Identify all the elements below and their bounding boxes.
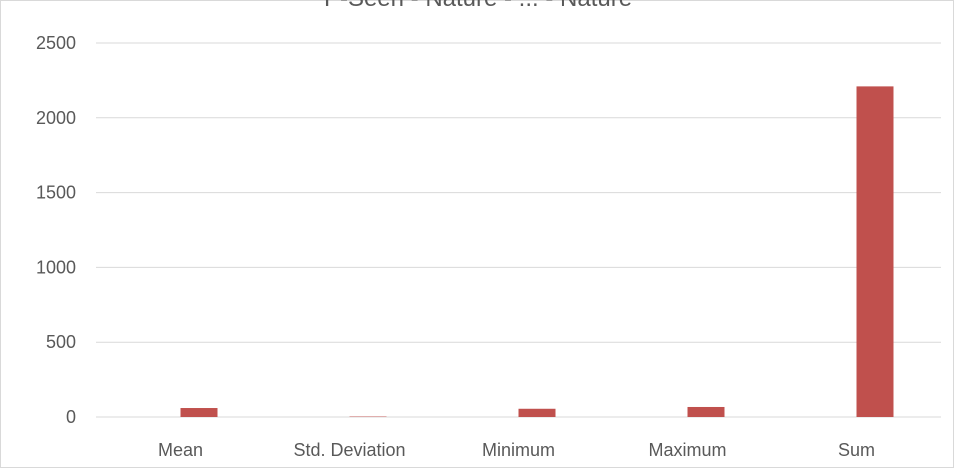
gridlines bbox=[96, 43, 941, 417]
y-axis-tick-labels: 0 500 1000 1500 2000 2500 bbox=[36, 33, 76, 427]
x-category-label: Sum bbox=[838, 440, 875, 460]
y-tick-label: 1500 bbox=[36, 183, 76, 203]
bar-mean-series-2 bbox=[181, 408, 218, 417]
bar-minimum-series-2 bbox=[519, 409, 556, 417]
y-tick-label: 500 bbox=[46, 332, 76, 352]
x-category-label: Maximum bbox=[648, 440, 726, 460]
x-category-label: Std. Deviation bbox=[293, 440, 405, 460]
y-tick-label: 2500 bbox=[36, 33, 76, 53]
y-tick-label: 0 bbox=[66, 407, 76, 427]
x-axis-category-labels: Mean Std. Deviation Minimum Maximum Sum bbox=[158, 440, 875, 460]
bars bbox=[181, 86, 894, 417]
y-tick-label: 2000 bbox=[36, 108, 76, 128]
x-category-label: Minimum bbox=[482, 440, 555, 460]
y-tick-label: 1000 bbox=[36, 257, 76, 277]
x-category-label: Mean bbox=[158, 440, 203, 460]
bar-maximum-series-2 bbox=[688, 407, 725, 417]
bar-sum-series-2 bbox=[857, 86, 894, 417]
